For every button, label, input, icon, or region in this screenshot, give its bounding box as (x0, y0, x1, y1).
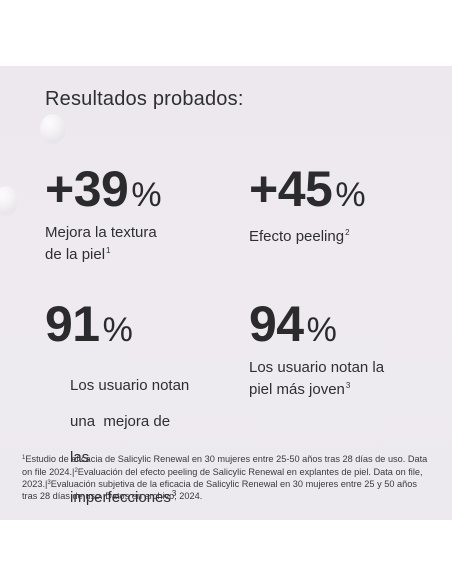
section-title: Resultados probados: (45, 88, 244, 110)
stat-description: Los usuario notan la piel más joven3 (249, 359, 385, 398)
stat-value: 94% (249, 296, 337, 352)
results-panel: Resultados probados: +39% Mejora la text… (0, 66, 452, 520)
stat-younger-skin: 94% Los usuario notan la piel más joven3 (249, 299, 384, 399)
stat-value: 91% (45, 296, 133, 352)
stat-value: +39% (45, 161, 162, 217)
stat-value: +45% (249, 161, 366, 217)
stat-description: Los usuario notan una mejora de las impe… (70, 377, 190, 506)
water-drop-decoration (40, 114, 66, 144)
stat-description: Mejora la textura de la piel1 (45, 224, 157, 263)
stat-description: Efecto peeling2 (249, 228, 350, 245)
stat-imperfections: 91% Los usuario notan una mejora de las … (45, 299, 189, 520)
water-drop-decoration (0, 186, 18, 216)
footnote: 1Estudio de eficacia de Salicylic Renewa… (22, 454, 428, 501)
stat-texture: +39% Mejora la textura de la piel1 (45, 161, 162, 264)
stat-peeling: +45% Efecto peeling2 (249, 161, 366, 246)
